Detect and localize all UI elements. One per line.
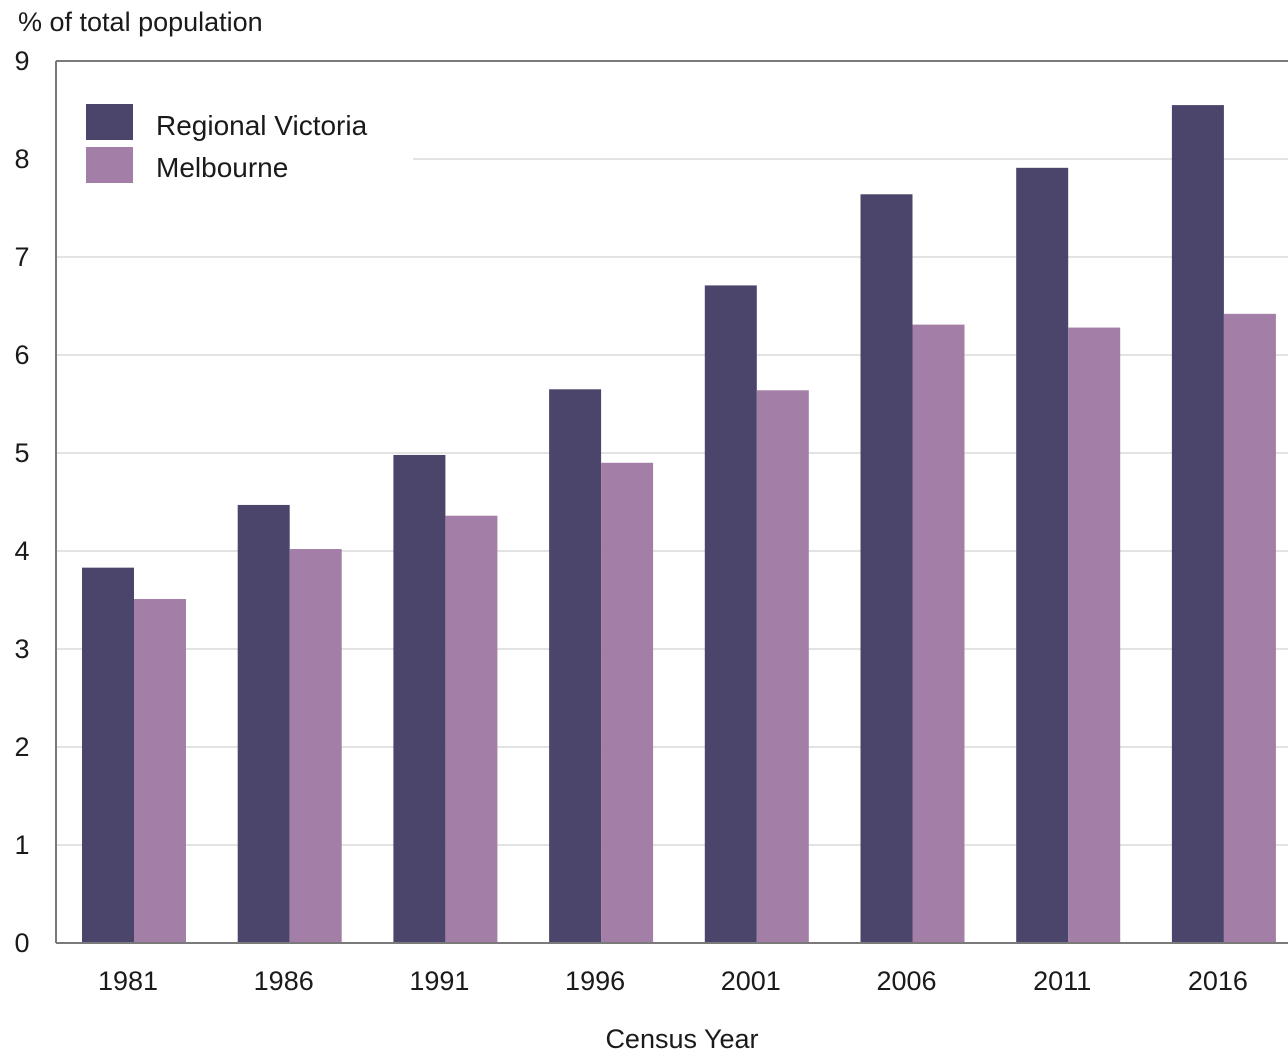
x-tick-label: 1991: [409, 966, 469, 996]
y-tick-label: 4: [14, 536, 29, 566]
bar-melbourne-2001: [756, 390, 809, 943]
legend-swatch-melbourne: [86, 147, 133, 183]
x-tick-label: 2006: [876, 966, 936, 996]
bar-regional-victoria-1991: [393, 454, 446, 943]
bar-regional-victoria-2001: [704, 285, 757, 943]
y-tick-label: 9: [14, 46, 29, 76]
x-tick-label: 2001: [721, 966, 781, 996]
y-tick-label: 1: [14, 830, 29, 860]
y-tick-label: 7: [14, 242, 29, 272]
bar-melbourne-1981: [134, 599, 186, 943]
bar-regional-victoria-2011: [1016, 167, 1069, 943]
y-tick-label: 5: [14, 438, 29, 468]
y-tick-label: 0: [14, 928, 29, 958]
x-axis-ticks: 1981 1986 1991 1996 2001 2006 2011 2016: [98, 966, 1248, 996]
legend-label-regional-victoria: Regional Victoria: [156, 110, 368, 141]
y-tick-label: 2: [14, 732, 29, 762]
bar-regional-victoria-1981: [82, 567, 134, 943]
bar-melbourne-2006: [912, 324, 965, 943]
bar-melbourne-1996: [601, 462, 654, 943]
x-axis-title: Census Year: [605, 1024, 758, 1054]
y-tick-label: 3: [14, 634, 29, 664]
bar-melbourne-2016: [1223, 313, 1276, 944]
bar-melbourne-1986: [289, 549, 342, 943]
y-tick-label: 6: [14, 340, 29, 370]
x-tick-label: 1981: [98, 966, 158, 996]
y-axis-title: % of total population: [18, 7, 263, 37]
bar-regional-victoria-1986: [237, 504, 290, 943]
bar-regional-victoria-2016: [1171, 105, 1224, 944]
y-tick-label: 8: [14, 144, 29, 174]
bar-regional-victoria-1996: [549, 389, 602, 943]
bar-melbourne-1991: [445, 515, 498, 943]
x-tick-label: 2016: [1188, 966, 1248, 996]
bar-melbourne-2011: [1068, 327, 1121, 943]
bar-regional-victoria-2006: [860, 194, 913, 943]
x-tick-label: 1986: [254, 966, 314, 996]
bars: [82, 105, 1276, 944]
legend-swatch-regional-victoria: [86, 104, 133, 140]
legend: Regional Victoria Melbourne: [68, 92, 412, 200]
y-axis-ticks: 0 1 2 3 4 5 6 7 8 9: [14, 46, 29, 958]
x-tick-label: 1996: [565, 966, 625, 996]
x-tick-label: 2011: [1033, 966, 1091, 996]
legend-label-melbourne: Melbourne: [156, 152, 288, 183]
